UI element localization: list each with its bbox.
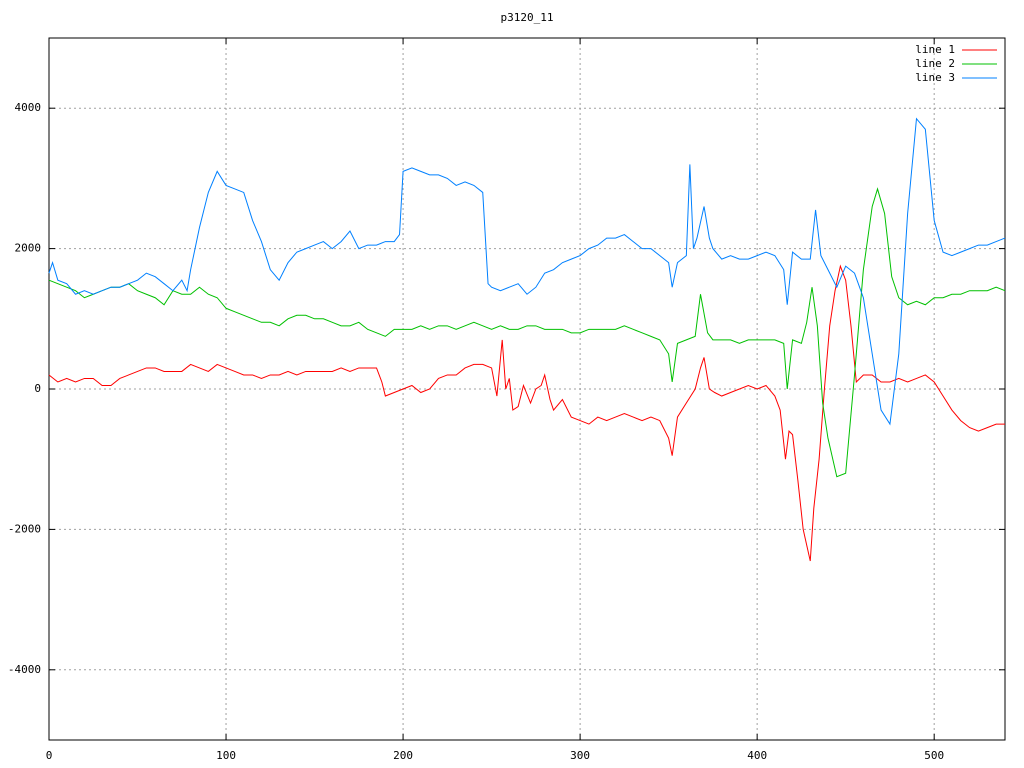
y-tick-label: -4000	[8, 663, 41, 676]
legend-label: line 1	[915, 43, 955, 56]
data-line	[48, 187, 1006, 478]
y-tick-label: 4000	[15, 101, 42, 114]
x-tick-label: 0	[46, 749, 53, 762]
x-tick-label: 100	[216, 749, 236, 762]
data-line	[48, 264, 1005, 562]
y-tick-label: 2000	[15, 242, 42, 255]
chart-title: p3120_11	[501, 11, 554, 24]
x-tick-label: 500	[924, 749, 944, 762]
y-tick-label: -2000	[8, 522, 41, 535]
x-tick-label: 200	[393, 749, 413, 762]
y-tick-label: 0	[34, 382, 41, 395]
x-tick-label: 300	[570, 749, 590, 762]
data-line	[48, 117, 1006, 426]
legend-label: line 2	[915, 57, 955, 70]
plot-frame	[48, 37, 1006, 741]
legend-label: line 3	[915, 71, 955, 84]
x-tick-label: 400	[747, 749, 767, 762]
